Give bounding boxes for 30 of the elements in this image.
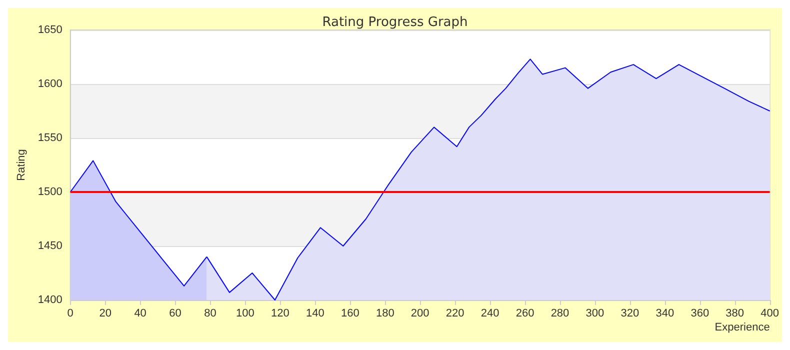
x-tick-label: 400 [760, 308, 780, 320]
y-axis-title: Rating [16, 149, 28, 181]
y-tick-label: 1650 [38, 24, 62, 36]
y-tick-label: 1400 [38, 294, 62, 306]
x-tick-label: 160 [340, 308, 360, 320]
x-tick-label: 360 [690, 308, 710, 320]
x-tick-label: 220 [446, 308, 464, 320]
y-tick-label: 1450 [38, 240, 62, 252]
x-tick-label: 20 [99, 308, 112, 320]
x-tick-label: 80 [204, 308, 216, 320]
x-tick-label: 200 [410, 308, 430, 320]
x-tick-label: 60 [169, 308, 182, 320]
x-tick-label: 0 [67, 308, 74, 320]
y-tick-label: 1500 [38, 186, 62, 198]
x-tick-label: 320 [620, 308, 640, 320]
x-tick-label: 100 [236, 308, 254, 320]
x-tick-label: 120 [271, 308, 290, 320]
x-axis-title: Experience [714, 322, 770, 334]
x-tick-label: 40 [134, 308, 146, 320]
y-tick-label: 1550 [38, 132, 62, 144]
x-tick-label: 340 [656, 308, 674, 320]
x-tick-label: 380 [726, 308, 744, 320]
x-tick-label: 240 [480, 308, 500, 320]
y-tick-label: 1600 [38, 78, 62, 90]
x-tick-label: 140 [306, 308, 324, 320]
x-tick-label: 180 [376, 308, 394, 320]
x-tick-label: 300 [586, 308, 604, 320]
chart-title: Rating Progress Graph [322, 15, 468, 30]
x-tick-label: 280 [550, 308, 570, 320]
x-tick-label: 260 [516, 308, 534, 320]
